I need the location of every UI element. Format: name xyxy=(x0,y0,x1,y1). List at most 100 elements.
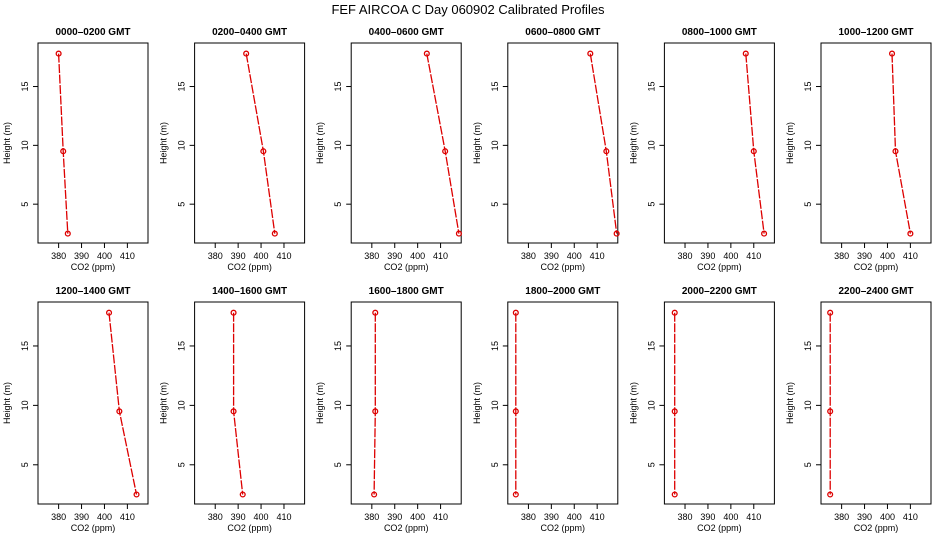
y-axis-label: Height (m) xyxy=(2,122,12,164)
y-tick-label: 10 xyxy=(803,140,813,150)
y-axis-label: Height (m) xyxy=(159,122,169,164)
plot-frame xyxy=(194,301,306,505)
plot-frame xyxy=(820,42,932,244)
x-tick-label: 410 xyxy=(903,251,918,261)
y-tick-label: 5 xyxy=(333,202,343,207)
x-axis-label: CO2 (ppm) xyxy=(697,523,742,533)
x-tick-label: 390 xyxy=(857,251,872,261)
profile-panel: 2000–2200 GMT 380 390 400 410 5 10 15 CO2 (ppm) H… xyxy=(628,286,775,533)
x-tick-label: 400 xyxy=(410,251,425,261)
x-tick-label: 380 xyxy=(834,512,849,522)
y-tick-label: 15 xyxy=(177,341,187,351)
panel-title: 2200–2400 GMT xyxy=(838,286,913,297)
profile-point xyxy=(64,230,71,237)
x-tick-label: 380 xyxy=(678,251,693,261)
profile-point xyxy=(613,230,620,237)
profile-point xyxy=(230,309,237,316)
x-tick-label: 390 xyxy=(700,512,715,522)
x-tick-label: 400 xyxy=(567,251,582,261)
y-tick-label: 5 xyxy=(490,202,500,207)
x-tick-label: 380 xyxy=(364,512,379,522)
x-tick-label: 410 xyxy=(433,512,448,522)
profile-point xyxy=(116,408,123,415)
y-axis-label: Height (m) xyxy=(315,122,325,164)
x-tick-label: 380 xyxy=(51,251,66,261)
profile-point xyxy=(907,230,914,237)
profile-line xyxy=(57,53,69,234)
plot-frame xyxy=(507,42,619,244)
panel-title: 0200–0400 GMT xyxy=(212,27,287,38)
x-tick-label: 400 xyxy=(254,512,269,522)
profile-point xyxy=(239,491,246,498)
profile-panel: 1400–1600 GMT 380 390 400 410 5 10 15 CO2 (ppm) H… xyxy=(159,286,306,533)
panel-title: 1400–1600 GMT xyxy=(212,286,287,297)
x-tick-label: 400 xyxy=(97,251,112,261)
x-axis-label: CO2 (ppm) xyxy=(854,523,899,533)
profile-point xyxy=(827,309,834,316)
profile-point xyxy=(442,148,449,155)
profile-point xyxy=(260,148,267,155)
panel-title: 0800–1000 GMT xyxy=(682,27,757,38)
x-tick-label: 410 xyxy=(276,512,291,522)
x-tick-label: 410 xyxy=(120,251,135,261)
x-tick-label: 400 xyxy=(880,251,895,261)
x-tick-label: 410 xyxy=(746,251,761,261)
x-tick-label: 410 xyxy=(276,251,291,261)
x-tick-label: 390 xyxy=(387,251,402,261)
profile-point xyxy=(105,309,113,316)
y-tick-label: 10 xyxy=(646,400,656,410)
x-tick-label: 400 xyxy=(97,512,112,522)
y-tick-label: 10 xyxy=(20,400,30,410)
profile-panel: 1800–2000 GMT 380 390 400 410 5 10 15 CO2 (ppm) H… xyxy=(472,286,619,533)
x-tick-label: 400 xyxy=(723,512,738,522)
x-tick-label: 390 xyxy=(700,251,715,261)
profile-point xyxy=(671,309,678,316)
y-axis-label: Height (m) xyxy=(628,122,638,164)
y-tick-label: 5 xyxy=(177,202,187,207)
x-tick-label: 390 xyxy=(544,512,559,522)
plot-frame xyxy=(507,301,619,505)
y-tick-label: 10 xyxy=(803,400,813,410)
y-tick-label: 10 xyxy=(333,140,343,150)
y-tick-label: 15 xyxy=(333,82,343,92)
profile-line xyxy=(245,53,276,234)
y-tick-label: 5 xyxy=(646,202,656,207)
x-tick-label: 390 xyxy=(544,251,559,261)
y-tick-label: 15 xyxy=(177,82,187,92)
y-axis-label: Height (m) xyxy=(472,382,482,424)
profile-panel: 1000–1200 GMT 380 390 400 410 5 10 15 CO2 (ppm) H… xyxy=(785,27,932,272)
x-tick-label: 380 xyxy=(208,512,223,522)
y-tick-label: 15 xyxy=(20,341,30,351)
profile-point xyxy=(892,148,899,155)
x-axis-label: CO2 (ppm) xyxy=(697,262,742,272)
x-tick-label: 380 xyxy=(521,251,536,261)
y-axis-label: Height (m) xyxy=(472,122,482,164)
y-axis-label: Height (m) xyxy=(628,382,638,424)
profile-line xyxy=(426,53,460,234)
x-tick-label: 380 xyxy=(678,512,693,522)
y-tick-label: 10 xyxy=(646,140,656,150)
x-tick-label: 390 xyxy=(857,512,872,522)
panel-title: 1200–1400 GMT xyxy=(55,286,130,297)
panel-title: 2000–2200 GMT xyxy=(682,286,757,297)
profile-panel: 1600–1800 GMT 380 390 400 410 5 10 15 CO2 (ppm) H… xyxy=(315,286,462,533)
panel-title: 1000–1200 GMT xyxy=(838,27,913,38)
y-tick-label: 10 xyxy=(177,140,187,150)
x-axis-label: CO2 (ppm) xyxy=(71,523,116,533)
plot-frame xyxy=(350,42,462,244)
panel-title: 1800–2000 GMT xyxy=(525,286,600,297)
panel-title: 0400–0600 GMT xyxy=(369,27,444,38)
profile-point xyxy=(671,408,678,415)
profile-point xyxy=(243,50,250,57)
figure-title: FEF AIRCOA C Day 060902 Calibrated Profi… xyxy=(331,2,605,17)
profile-panel: 0000–0200 GMT 380 390 400 410 5 10 15 CO2 (ppm) H… xyxy=(2,27,149,272)
x-tick-label: 410 xyxy=(120,512,135,522)
y-tick-label: 5 xyxy=(803,462,813,467)
profile-panel: 2200–2400 GMT 380 390 400 410 5 10 15 CO2 (ppm) H… xyxy=(785,286,932,533)
x-axis-label: CO2 (ppm) xyxy=(227,523,272,533)
profile-point xyxy=(888,50,896,57)
y-tick-label: 15 xyxy=(490,341,500,351)
profile-point xyxy=(827,491,834,498)
profile-point xyxy=(372,309,379,316)
